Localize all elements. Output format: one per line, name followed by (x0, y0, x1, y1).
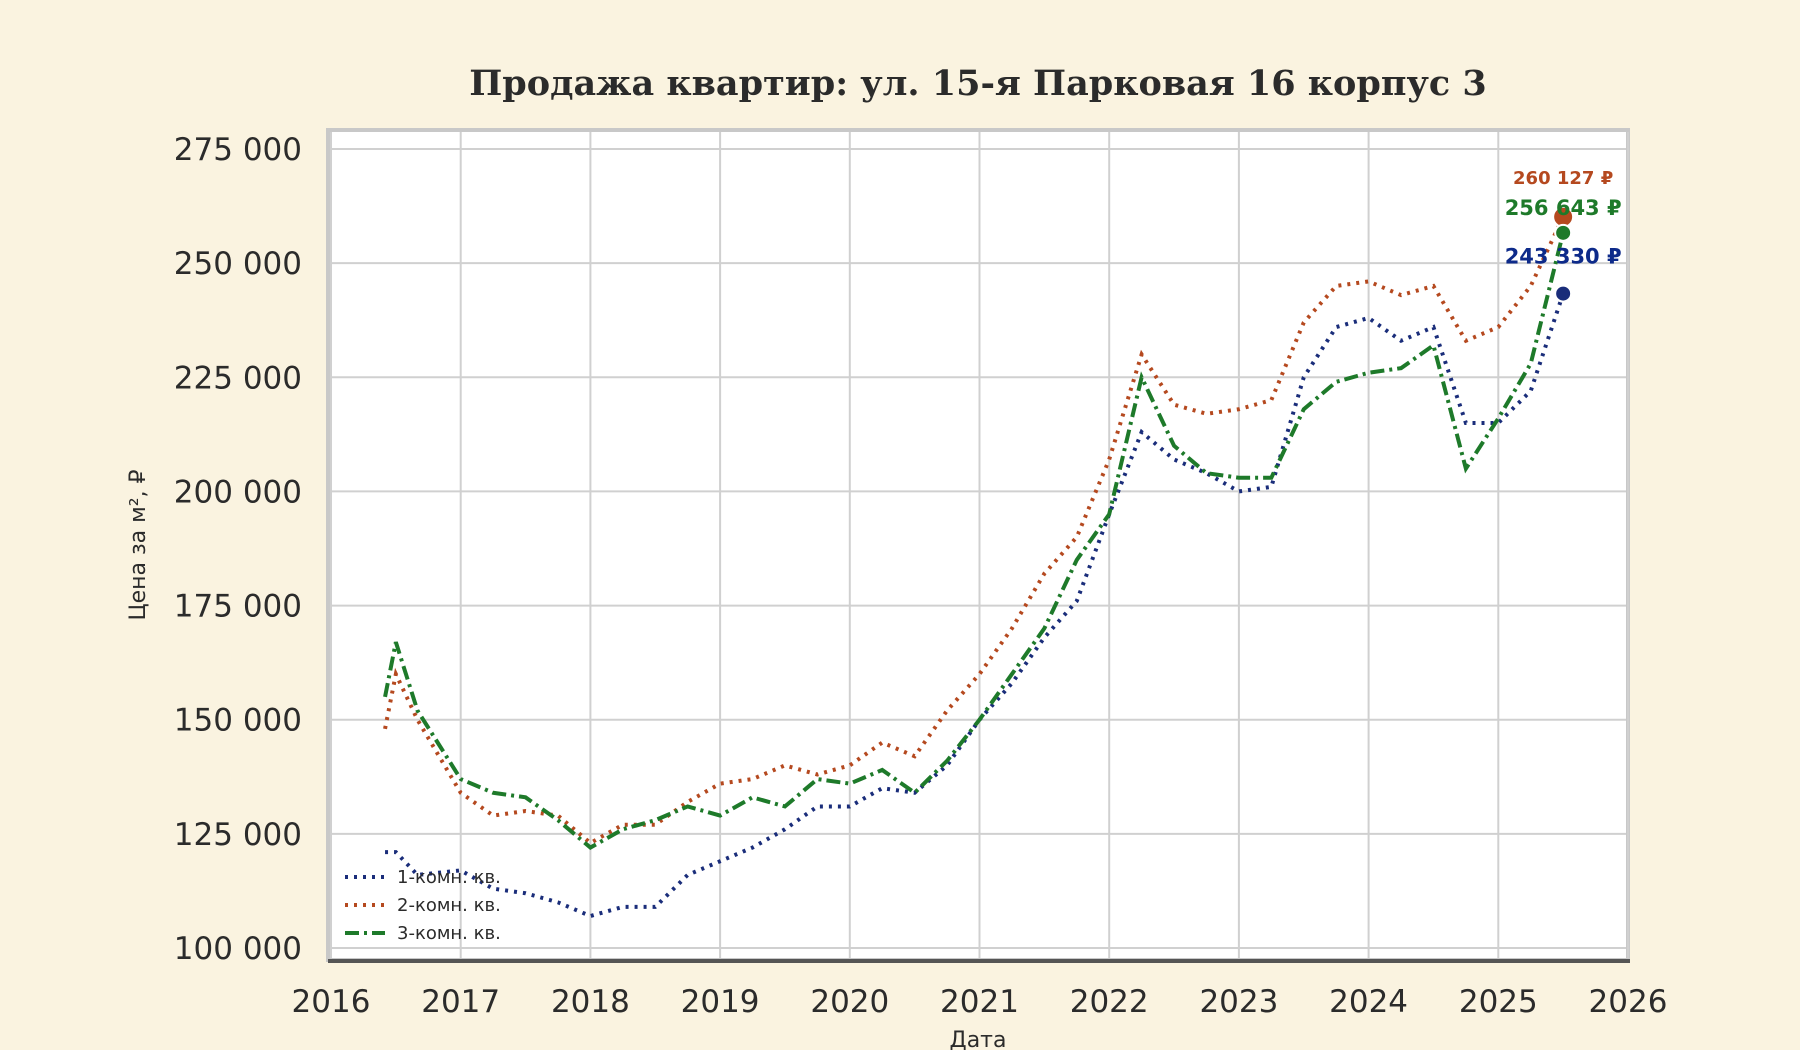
y-tick-label: 275 000 (174, 132, 302, 168)
x-tick-label: 2024 (1329, 984, 1408, 1020)
legend: 1-комн. кв. 2-комн. кв. 3-комн. кв. (345, 867, 501, 944)
legend-entry: 1-комн. кв. (397, 867, 501, 888)
last-value-label: 260 127 ₽ (1513, 168, 1613, 189)
x-tick-label: 2018 (551, 984, 630, 1020)
legend-entry: 2-комн. кв. (397, 895, 501, 916)
y-tick-label: 125 000 (174, 817, 302, 853)
chart-title: Продажа квартир: ул. 15-я Парковая 16 ко… (469, 63, 1487, 104)
x-tick-label: 2020 (810, 984, 889, 1020)
plot-area (326, 128, 1630, 962)
series-line-3 (383, 232, 1566, 850)
last-point-marker (1554, 284, 1573, 303)
last-point-marker (1554, 223, 1573, 242)
y-axis-label: Цена за м², ₽ (126, 469, 151, 620)
last-value-label: 243 330 ₽ (1505, 245, 1622, 269)
series-line-2 (383, 216, 1565, 846)
x-tick-label: 2016 (292, 984, 371, 1020)
x-tick-label: 2019 (681, 984, 760, 1020)
x-axis-label: Дата (950, 1028, 1007, 1050)
x-tick-label: 2021 (940, 984, 1019, 1020)
y-tick-label: 225 000 (174, 360, 302, 396)
y-tick-label: 250 000 (174, 246, 302, 282)
x-tick-label: 2023 (1199, 984, 1278, 1020)
y-tick-label: 175 000 (174, 589, 302, 625)
legend-entry: 3-комн. кв. (397, 923, 501, 944)
series-line-1 (385, 292, 1566, 919)
y-tick-label: 150 000 (174, 703, 302, 739)
x-tick-label: 2022 (1070, 984, 1149, 1020)
last-value-label: 256 643 ₽ (1505, 196, 1622, 220)
x-tick-label: 2025 (1459, 984, 1538, 1020)
x-tick-label: 2017 (421, 984, 500, 1020)
x-tick-label: 2026 (1589, 984, 1668, 1020)
y-tick-label: 100 000 (174, 931, 302, 967)
y-tick-label: 200 000 (174, 474, 302, 510)
